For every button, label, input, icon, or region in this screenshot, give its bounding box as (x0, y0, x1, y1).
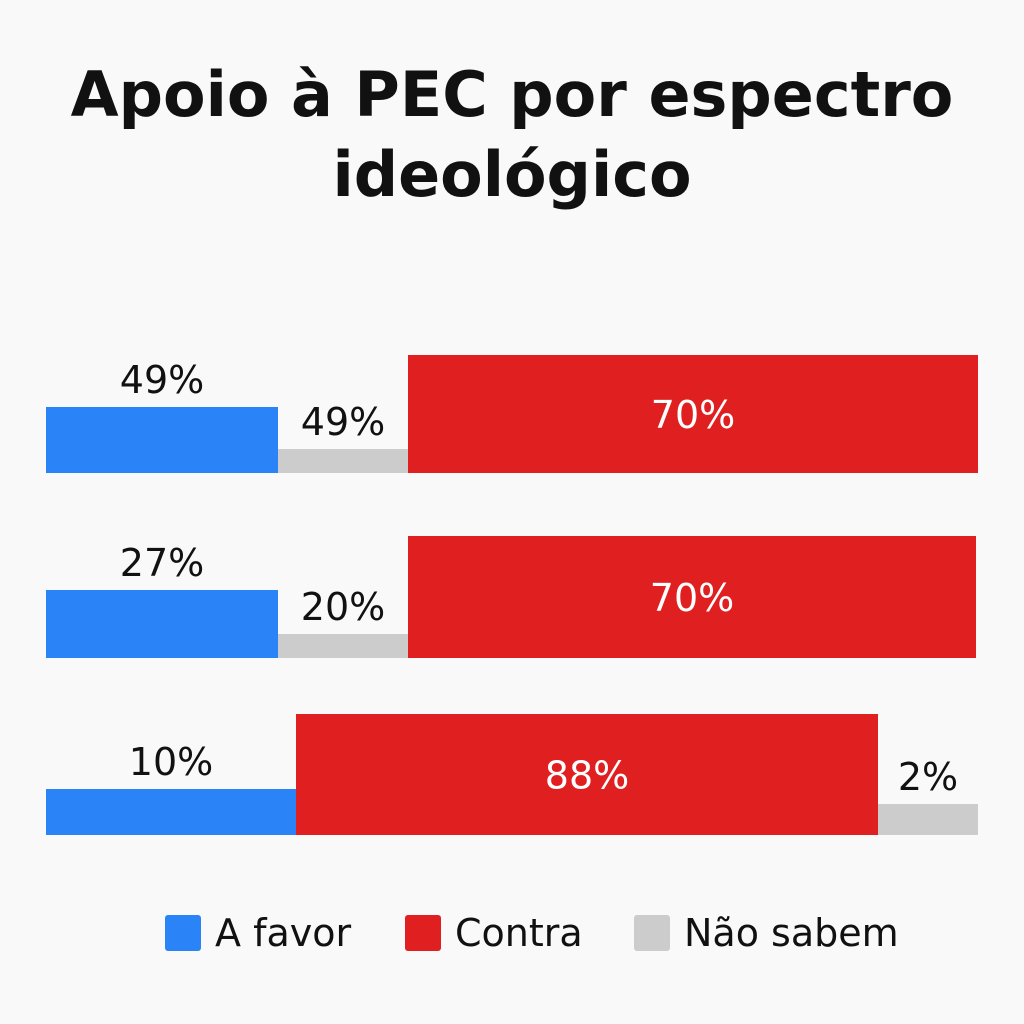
data-label-contra-row-1: 70% (651, 393, 735, 437)
legend-label-a-favor: A favor (215, 911, 352, 955)
bar-nao-sabem-row-1 (278, 449, 408, 473)
bar-contra-row-1 (408, 355, 978, 473)
chart-title: Apoio à PEC por espectro ideológico (70, 58, 954, 211)
legend-label-nao-sabem: Não sabem (684, 911, 899, 955)
legend-swatch-contra (405, 915, 441, 951)
bar-a-favor-row-2 (46, 590, 278, 658)
legend-label-contra: Contra (455, 911, 583, 955)
legend-item-contra: Contra (405, 908, 583, 958)
legend-item-a-favor: A favor (165, 908, 351, 958)
data-label-a-favor-row-1: 49% (120, 358, 204, 402)
data-label-nao-sabem-row-2: 20% (301, 585, 385, 629)
data-label-a-favor-row-3: 10% (129, 740, 213, 784)
data-label-nao-sabem-row-1: 49% (301, 400, 385, 444)
data-label-a-favor-row-2: 27% (120, 541, 204, 585)
legend-swatch-a-favor (165, 915, 201, 951)
bar-nao-sabem-row-3 (878, 804, 978, 835)
legend: A favor Contra Não sabem (0, 908, 1024, 958)
legend-swatch-nao-sabem (634, 915, 670, 951)
data-label-nao-sabem-row-3: 2% (898, 755, 958, 799)
bar-contra-row-2 (408, 536, 976, 658)
bar-a-favor-row-3 (46, 789, 296, 835)
bar-contra-row-3 (296, 714, 878, 835)
legend-item-nao-sabem: Não sabem (634, 908, 899, 958)
data-label-contra-row-3: 88% (545, 754, 629, 798)
data-label-contra-row-2: 70% (650, 576, 734, 620)
bar-a-favor-row-1 (46, 407, 278, 473)
bar-nao-sabem-row-2 (278, 634, 408, 658)
